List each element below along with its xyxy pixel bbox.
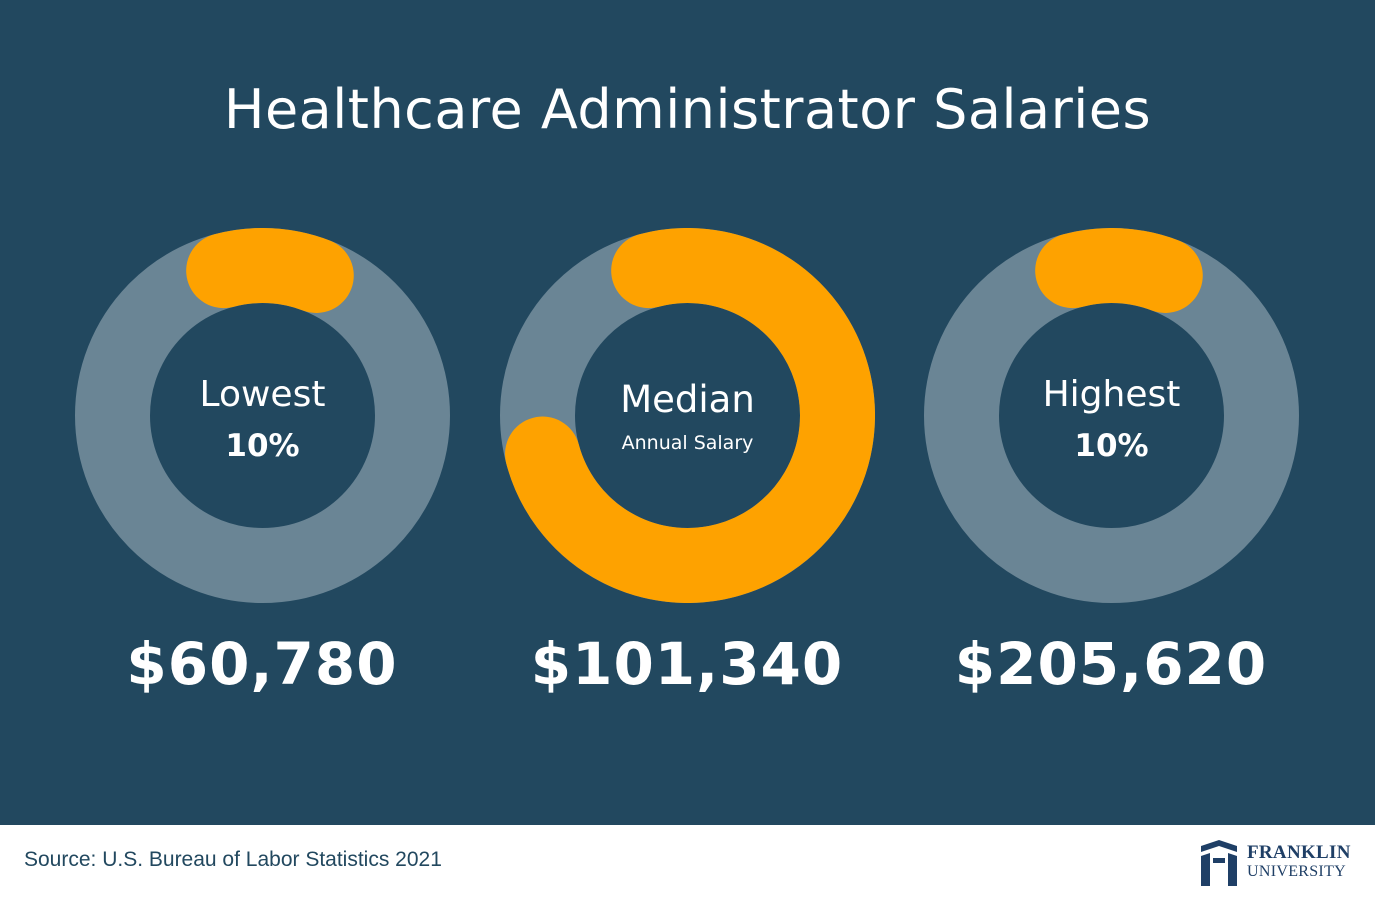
label-lowest: Lowest [199,374,326,415]
donut-svg-median [500,228,875,603]
donut-highest: Highest 10% [924,228,1299,603]
label-highest: Highest [1042,374,1181,415]
donut-lowest: Lowest 10% [75,228,450,603]
donut-fill-highest [924,228,1299,603]
value-highest: $205,620 [954,630,1268,698]
franklin-shield-icon [1201,840,1237,886]
donut-track-highest [924,228,1299,603]
donut-fill-median [500,228,875,603]
label-median: Median [620,378,755,421]
source-note: Source: U.S. Bureau of Labor Statistics … [24,848,442,871]
donut-svg-highest [924,228,1299,603]
donut-median: Median Annual Salary [500,228,875,603]
footer: Source: U.S. Bureau of Labor Statistics … [0,825,1375,917]
logo-text-franklin: FRANKLIN [1247,842,1351,863]
chart-title: Healthcare Administrator Salaries [223,78,1152,141]
donut-svg-lowest [75,228,450,603]
value-lowest: $60,780 [126,630,398,698]
label-highest-sub: 10% [1074,428,1149,464]
value-median: $101,340 [530,630,844,698]
donut-track-lowest [75,228,450,603]
label-median-sub: Annual Salary [621,432,754,454]
logo-text-university: UNIVERSITY [1247,863,1346,880]
donut-fill-lowest [75,228,450,603]
franklin-university-logo: FRANKLIN UNIVERSITY [1197,838,1357,888]
label-lowest-sub: 10% [225,428,300,464]
infographic-panel: Healthcare Administrator Salaries Lowest… [0,0,1375,825]
